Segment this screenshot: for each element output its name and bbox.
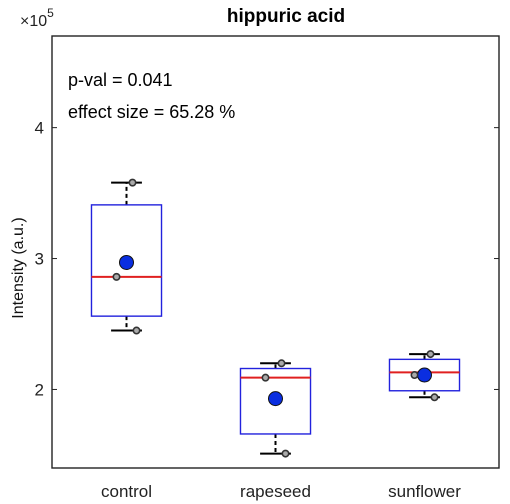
data-point bbox=[132, 326, 141, 335]
iqr-box bbox=[239, 367, 312, 435]
iqr-box bbox=[90, 204, 163, 317]
data-point bbox=[112, 272, 121, 281]
y-tick-label: 3 bbox=[35, 250, 44, 269]
effect-size-annotation: effect size = 65.28 % bbox=[68, 102, 235, 122]
mean-marker bbox=[119, 254, 134, 270]
y-tick-label: 4 bbox=[35, 119, 44, 138]
plot-frame bbox=[51, 35, 500, 469]
x-tick-label: rapeseed bbox=[240, 482, 311, 501]
y-ticks: 2 3 4 bbox=[35, 119, 499, 399]
box-rapeseed bbox=[239, 359, 312, 458]
y-multiplier-exponent: 5 bbox=[47, 6, 54, 20]
x-tick-label: control bbox=[101, 482, 152, 501]
mean-marker bbox=[268, 391, 283, 407]
svg-text:×105: ×105 bbox=[20, 6, 54, 30]
mean-marker bbox=[417, 367, 432, 383]
pval-annotation: p-val = 0.041 bbox=[68, 70, 173, 90]
data-point bbox=[281, 449, 290, 458]
data-point bbox=[261, 373, 270, 382]
boxes bbox=[90, 178, 461, 458]
data-point bbox=[410, 371, 419, 380]
data-point bbox=[430, 393, 439, 402]
y-multiplier-base: ×10 bbox=[20, 13, 47, 30]
chart-title: hippuric acid bbox=[227, 6, 345, 27]
iqr-box bbox=[388, 358, 461, 392]
y-multiplier: ×105 bbox=[20, 6, 54, 30]
data-point bbox=[277, 359, 286, 368]
y-axis-label: Intensity (a.u.) bbox=[10, 217, 27, 318]
box-control bbox=[90, 178, 163, 335]
y-tick-label: 2 bbox=[35, 380, 44, 399]
box-sunflower bbox=[388, 350, 461, 402]
x-tick-labels: control rapeseed sunflower bbox=[101, 482, 461, 501]
x-tick-label: sunflower bbox=[388, 482, 461, 501]
data-point bbox=[128, 178, 137, 187]
data-point bbox=[426, 350, 435, 359]
